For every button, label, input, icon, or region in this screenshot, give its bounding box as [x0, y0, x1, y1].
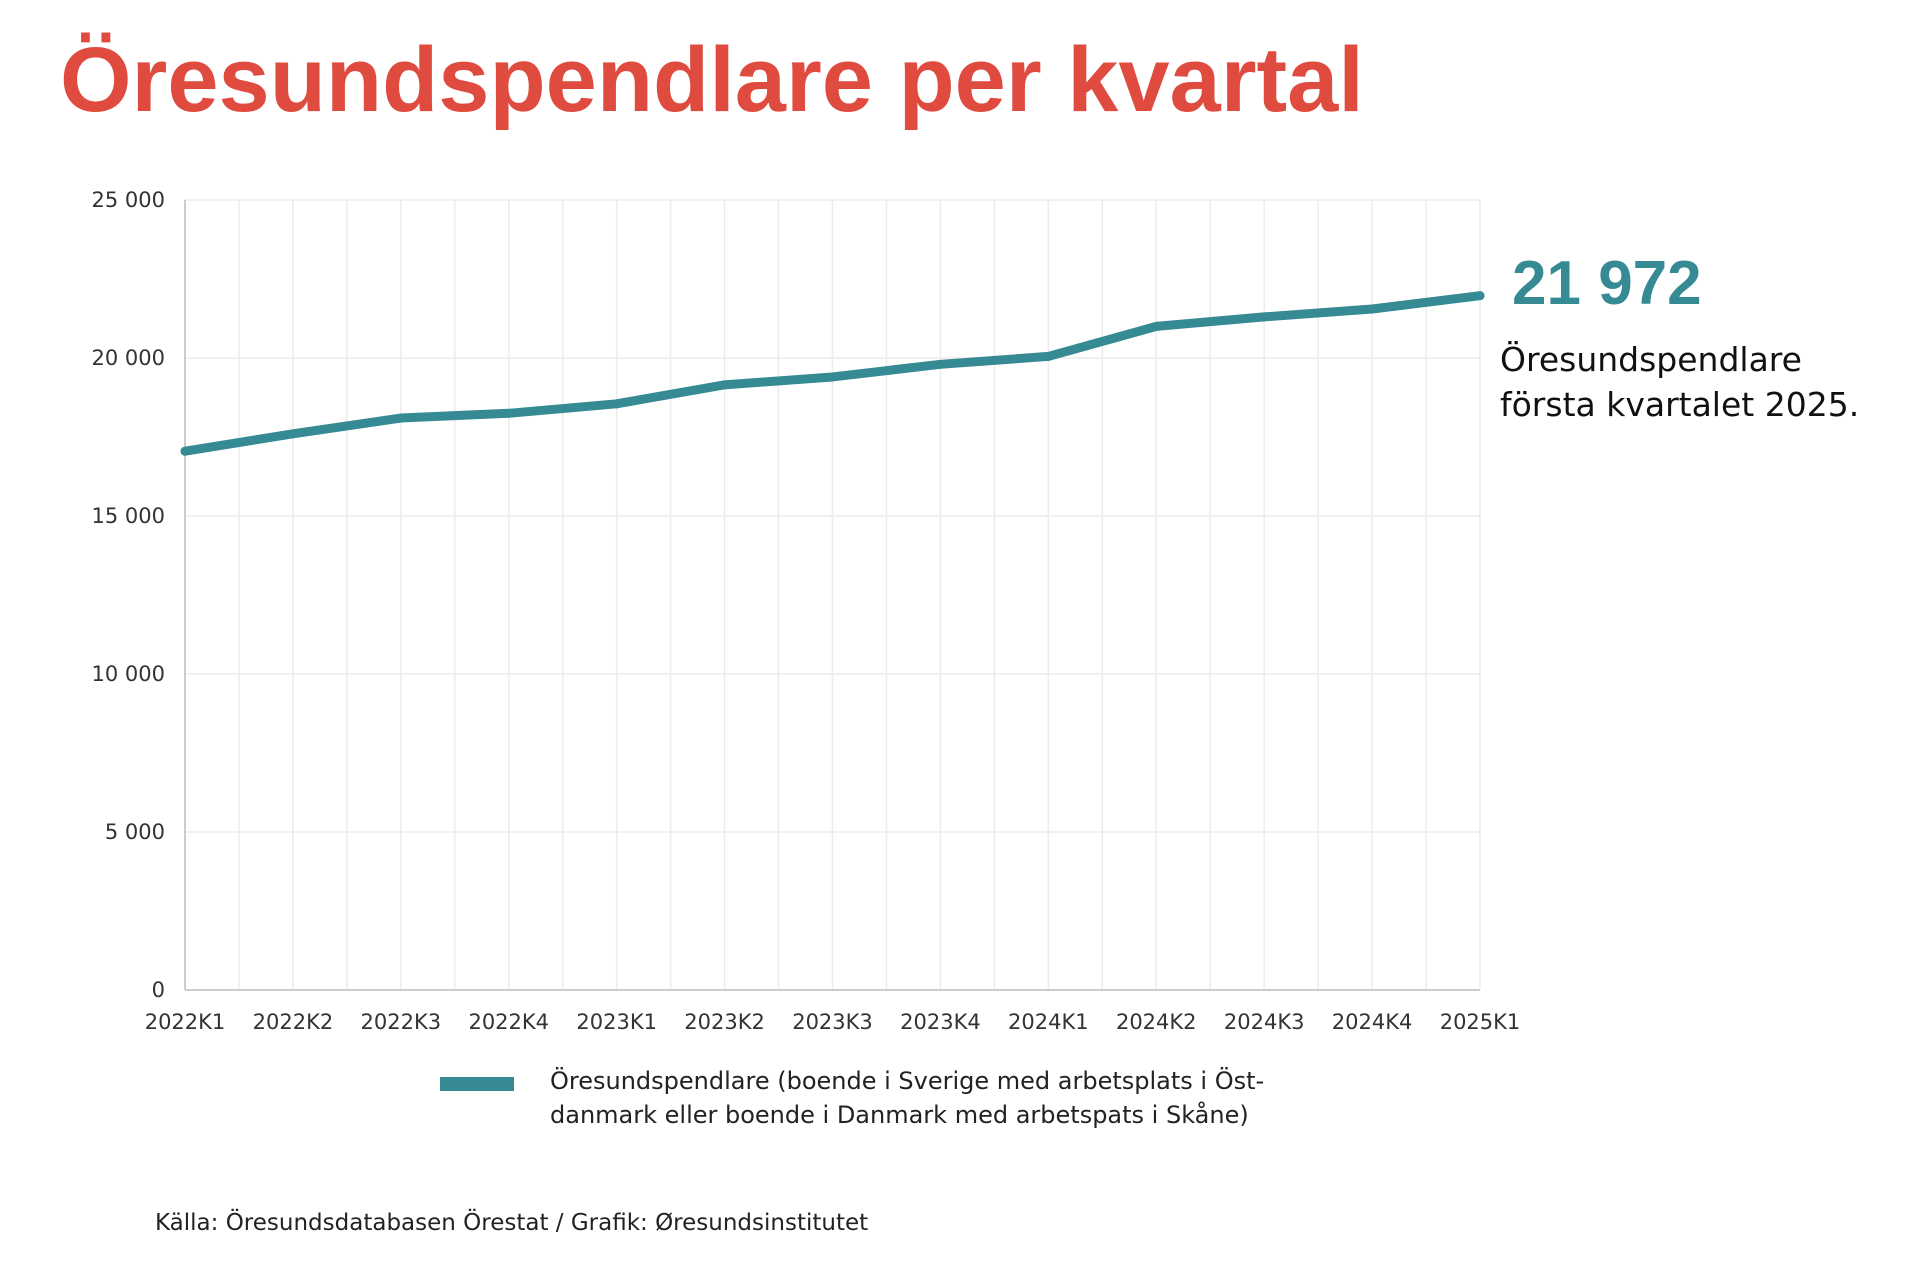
data-point — [1151, 321, 1161, 331]
y-tick-label: 20 000 — [92, 346, 165, 370]
series-layer — [180, 291, 1485, 456]
legend: Öresundspendlare (boende i Sverige med a… — [440, 1065, 1310, 1132]
x-tick-label: 2022K2 — [253, 1010, 334, 1034]
data-point — [720, 380, 730, 390]
x-tick-label: 2023K2 — [684, 1010, 765, 1034]
y-tick-label: 10 000 — [92, 662, 165, 686]
y-tick-label: 5 000 — [105, 820, 165, 844]
data-point — [612, 399, 622, 409]
highlight-value: 21 972 — [1512, 249, 1702, 318]
x-tick-label: 2022K4 — [468, 1010, 549, 1034]
x-tick-label: 2023K4 — [900, 1010, 981, 1034]
data-point — [396, 413, 406, 423]
x-tick-label: 2023K1 — [576, 1010, 657, 1034]
data-point — [828, 372, 837, 382]
x-tick-label: 2024K2 — [1116, 1010, 1197, 1034]
x-tick-label: 2022K3 — [361, 1010, 442, 1034]
chart-title: Öresundspendlare per kvartal — [60, 29, 1364, 131]
x-tick-label: 2023K3 — [792, 1010, 873, 1034]
x-tick-label: 2022K1 — [145, 1010, 226, 1034]
highlight-caption: Öresundspendlare första kvartalet 2025. — [1500, 340, 1860, 424]
y-tick-label: 0 — [152, 978, 165, 1002]
legend-swatch — [440, 1077, 514, 1091]
data-point — [1043, 351, 1053, 361]
y-tick-label: 15 000 — [92, 504, 165, 528]
gridlines — [184, 199, 1481, 990]
data-point — [935, 359, 945, 369]
data-point — [1475, 291, 1485, 301]
axes: 0 5 000 10 000 15 000 20 000 25 000 2022K1 2022… — [92, 188, 1521, 1034]
data-point — [504, 408, 514, 418]
x-tick-label: 2024K3 — [1224, 1010, 1305, 1034]
data-point — [180, 446, 190, 456]
data-point — [1367, 304, 1377, 314]
source-note: Källa: Öresundsdatabasen Örestat / Grafi… — [155, 1210, 869, 1236]
x-tick-label: 2025K1 — [1440, 1010, 1521, 1034]
data-point — [1259, 312, 1269, 322]
data-point — [288, 429, 298, 439]
x-tick-label: 2024K4 — [1332, 1010, 1413, 1034]
x-tick-label: 2024K1 — [1008, 1010, 1089, 1034]
legend-label: Öresundspendlare (boende i Sverige med a… — [550, 1067, 1265, 1129]
y-tick-label: 25 000 — [92, 188, 165, 212]
